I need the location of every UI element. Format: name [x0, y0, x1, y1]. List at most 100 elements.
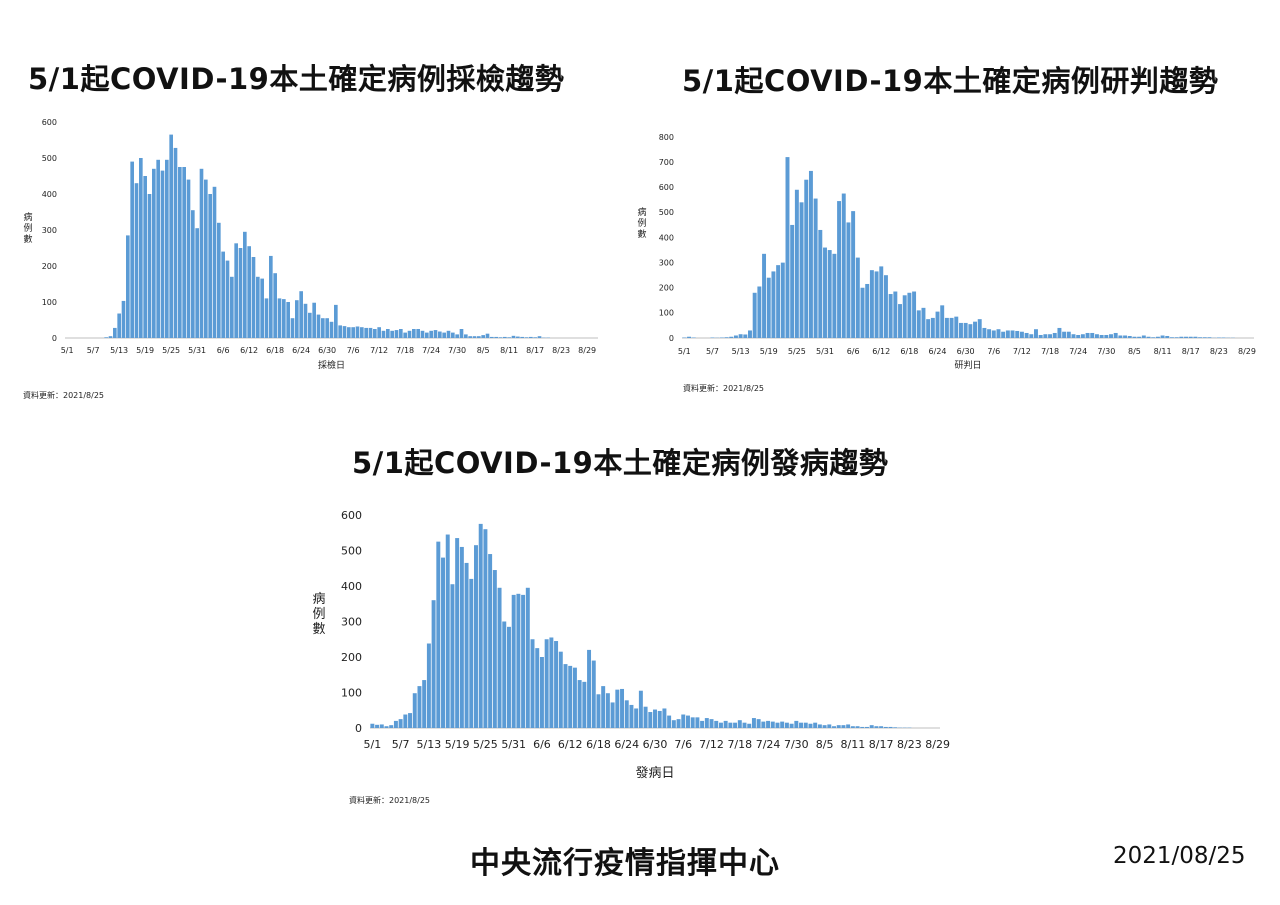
bar: [893, 727, 898, 728]
bar: [384, 726, 389, 728]
x-tick-label: 7/30: [784, 738, 809, 751]
bar: [488, 554, 493, 728]
x-tick-label: 6/30: [957, 347, 975, 356]
bar: [511, 335, 516, 338]
bar: [1052, 332, 1057, 338]
bar: [290, 318, 295, 338]
bar: [785, 157, 790, 338]
bar: [539, 657, 544, 728]
bar: [898, 304, 902, 338]
confirm-update-note: 資料更新：2021/8/25: [683, 384, 765, 393]
bar: [737, 720, 742, 728]
bar: [653, 709, 657, 728]
x-tick-label: 8/17: [1182, 347, 1200, 356]
bar: [954, 316, 959, 338]
bar: [429, 330, 433, 338]
x-tick-label: 5/13: [732, 347, 750, 356]
bar: [1137, 336, 1142, 338]
bar: [455, 538, 460, 728]
x-axis-label: 採檢日: [318, 359, 345, 371]
bar: [776, 265, 781, 338]
x-tick-label: 5/31: [188, 346, 206, 355]
x-tick-label: 6/6: [533, 738, 551, 751]
bar: [455, 334, 459, 338]
bar: [747, 723, 752, 728]
bar: [959, 322, 963, 338]
bar: [426, 643, 431, 728]
bar: [794, 189, 799, 338]
bar: [412, 329, 416, 338]
bar: [822, 725, 827, 728]
bar: [355, 326, 360, 338]
bar: [524, 337, 529, 338]
bar: [225, 260, 230, 338]
bar: [605, 693, 610, 728]
x-tick-label: 8/5: [816, 738, 834, 751]
bar: [477, 336, 481, 338]
bar: [1123, 335, 1128, 338]
bar: [808, 170, 813, 338]
bar: [757, 286, 762, 338]
bar: [1174, 337, 1179, 338]
bar: [375, 724, 380, 728]
bar: [723, 720, 728, 728]
y-tick-label: 100: [659, 309, 674, 318]
y-tick-label: 100: [341, 686, 362, 699]
sampling-chart: 0 100 200 300 400 500 600 5/1 5/7 5/13 5/19 5/25 5/3…: [18, 110, 618, 380]
x-tick-label: 7/18: [1041, 347, 1059, 356]
bar: [1085, 332, 1090, 338]
bar: [860, 287, 865, 338]
bar: [347, 327, 351, 338]
y-tick-label: 500: [341, 544, 362, 557]
bar: [813, 722, 818, 728]
bar: [874, 726, 879, 728]
x-tick-label: 6/18: [900, 347, 918, 356]
x-tick-label: 5/25: [788, 347, 806, 356]
bar: [1048, 334, 1053, 338]
bar: [601, 686, 606, 728]
bar: [733, 722, 738, 728]
x-tick-label: 5/25: [473, 738, 498, 751]
x-tick-label: 7/30: [1097, 347, 1115, 356]
bar: [368, 327, 373, 338]
bar: [662, 708, 667, 728]
bar: [364, 327, 368, 338]
bar: [1207, 337, 1212, 338]
bar: [724, 337, 729, 338]
bar: [832, 253, 837, 338]
bar: [490, 336, 494, 338]
bar: [883, 726, 888, 728]
bar: [446, 330, 451, 338]
x-tick-label: 5/1: [678, 347, 691, 356]
bar: [412, 693, 417, 728]
bar: [572, 667, 577, 728]
bar: [1080, 334, 1085, 338]
bar: [485, 333, 490, 338]
y-tick-label: 500: [42, 154, 57, 163]
bar: [558, 651, 563, 728]
bar: [156, 159, 160, 338]
bar: [511, 594, 516, 729]
bar: [733, 335, 738, 338]
x-tick-label: 8/11: [840, 738, 865, 751]
x-tick-label: 6/18: [266, 346, 284, 355]
bar: [238, 248, 243, 338]
bar: [398, 719, 403, 729]
bar: [700, 720, 705, 728]
bar: [191, 210, 195, 338]
bar: [780, 721, 785, 728]
bar: [1090, 332, 1095, 338]
bar: [483, 529, 488, 728]
bar: [1005, 330, 1010, 338]
onset-update-note: 資料更新：2021/8/25: [349, 796, 431, 805]
bar: [738, 334, 743, 338]
bar: [1062, 331, 1067, 338]
bar: [516, 336, 520, 338]
x-axis-label: 研判日: [954, 359, 981, 371]
bar: [687, 336, 691, 338]
y-axis-label: 病例數: [312, 592, 325, 637]
x-tick-label: 7/6: [674, 738, 692, 751]
bar: [195, 228, 199, 338]
x-tick-label: 8/17: [869, 738, 894, 751]
bar: [883, 275, 888, 338]
